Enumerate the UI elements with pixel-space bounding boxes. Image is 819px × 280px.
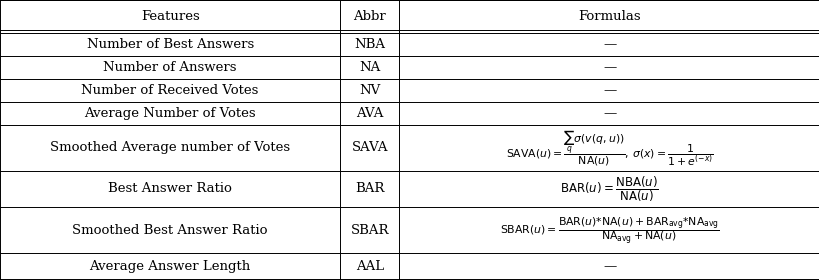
Text: $\mathrm{BAR}(u) = \dfrac{\mathrm{NBA}(u)}{\mathrm{NA}(u)}$: $\mathrm{BAR}(u) = \dfrac{\mathrm{NBA}(u… xyxy=(559,174,658,204)
Text: —: — xyxy=(602,260,616,273)
Text: Smoothed Average number of Votes: Smoothed Average number of Votes xyxy=(50,141,290,155)
Text: Abbr: Abbr xyxy=(353,10,386,23)
Text: Formulas: Formulas xyxy=(577,10,640,23)
Text: NV: NV xyxy=(359,84,380,97)
Text: —: — xyxy=(602,107,616,120)
Text: Average Number of Votes: Average Number of Votes xyxy=(84,107,256,120)
Text: Features: Features xyxy=(141,10,199,23)
Text: NBA: NBA xyxy=(354,38,385,51)
Text: $\mathrm{SAVA}(u) = \dfrac{\sum_q \sigma(v(q,u))}{\mathrm{NA}(u)},\,\sigma(x) = : $\mathrm{SAVA}(u) = \dfrac{\sum_q \sigma… xyxy=(505,128,713,168)
Text: Number of Received Votes: Number of Received Votes xyxy=(81,84,259,97)
Text: Best Answer Ratio: Best Answer Ratio xyxy=(108,183,232,195)
Text: Number of Answers: Number of Answers xyxy=(103,61,237,74)
Text: $\mathrm{SBAR}(u) = \dfrac{\mathrm{BAR}(u){*}\mathrm{NA}(u)+\mathrm{BAR_{avg}}{*: $\mathrm{SBAR}(u) = \dfrac{\mathrm{BAR}(… xyxy=(499,214,719,246)
Text: SBAR: SBAR xyxy=(351,223,388,237)
Text: SAVA: SAVA xyxy=(351,141,387,155)
Text: Average Answer Length: Average Answer Length xyxy=(89,260,251,273)
Text: —: — xyxy=(602,84,616,97)
Text: BAR: BAR xyxy=(355,183,384,195)
Text: AVA: AVA xyxy=(355,107,383,120)
Text: —: — xyxy=(602,61,616,74)
Text: —: — xyxy=(602,38,616,51)
Text: Number of Best Answers: Number of Best Answers xyxy=(87,38,253,51)
Text: AAL: AAL xyxy=(355,260,383,273)
Text: Smoothed Best Answer Ratio: Smoothed Best Answer Ratio xyxy=(72,223,268,237)
Text: NA: NA xyxy=(359,61,380,74)
